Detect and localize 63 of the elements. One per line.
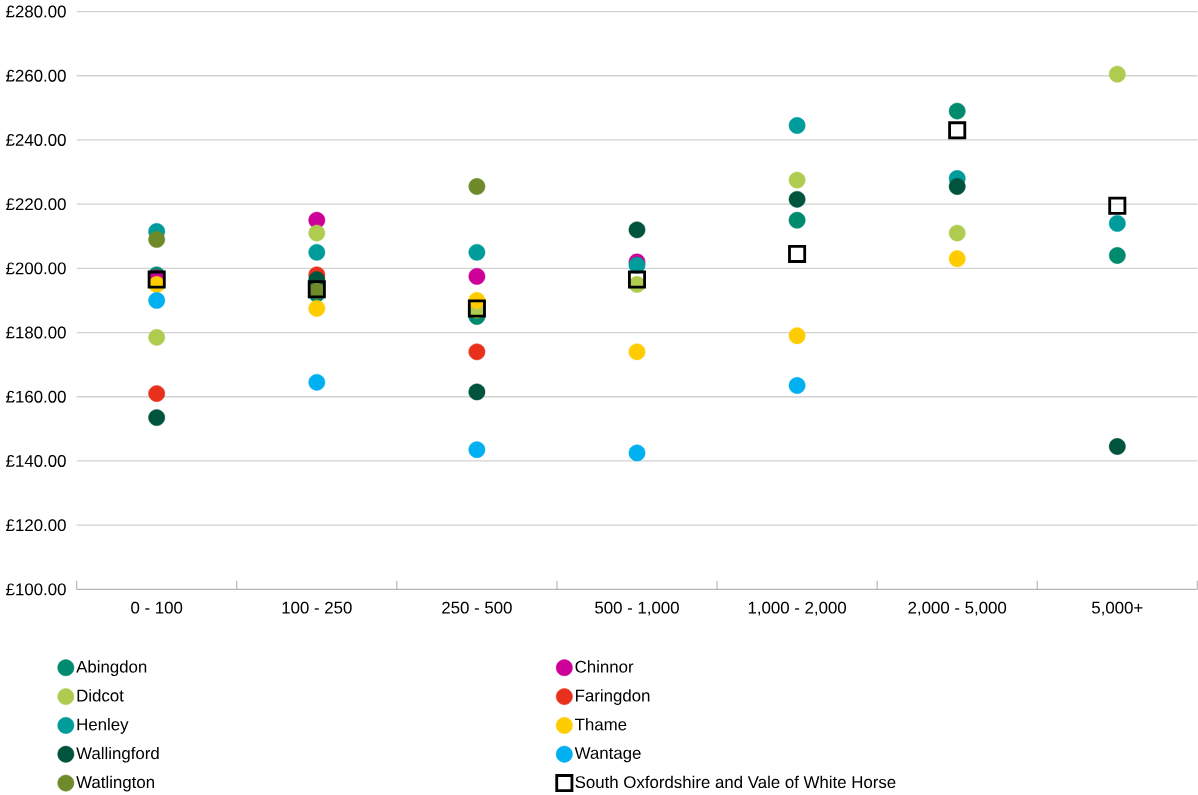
point (1108, 247, 1126, 264)
point (788, 211, 806, 229)
legend-label: Faringdon (576, 689, 650, 705)
y-tick-label: £140.00 (6, 455, 66, 468)
point (308, 224, 326, 242)
point (788, 171, 806, 189)
point (948, 178, 966, 195)
point (148, 292, 166, 309)
legend-label: Chinnor (575, 660, 634, 673)
x-tick-label: 5,000+ (1092, 601, 1143, 616)
point (948, 250, 966, 268)
point (628, 221, 646, 239)
y-tick-label: £100.00 (6, 583, 66, 596)
point (627, 270, 646, 289)
point (1108, 196, 1127, 215)
point (1108, 65, 1126, 83)
y-tick-label: £160.00 (6, 390, 66, 403)
legend-label: Abingdon (76, 660, 147, 677)
point (788, 117, 806, 134)
point (148, 231, 166, 248)
legend-label: Watlington (76, 775, 154, 792)
legend-label: South Oxfordshire and Vale of White Horse (575, 775, 896, 789)
point (948, 224, 966, 242)
point (788, 245, 807, 264)
point (148, 385, 166, 403)
point (468, 441, 486, 459)
point (948, 121, 967, 140)
legend-label: Wantage (574, 747, 641, 763)
point (788, 327, 806, 345)
point (148, 409, 166, 427)
point (628, 444, 646, 462)
legend-label: Wallingford (76, 746, 159, 763)
point (468, 343, 486, 361)
legend-label: Thame (575, 718, 627, 731)
point (468, 268, 486, 285)
point (1108, 215, 1126, 232)
point (628, 343, 646, 361)
x-tick-label: 100 - 250 (282, 601, 352, 614)
x-tick-label: 500 - 1,000 (595, 601, 679, 616)
point (308, 244, 326, 261)
point (788, 377, 806, 394)
point (468, 383, 486, 401)
x-tick-label: 250 - 500 (442, 601, 512, 614)
y-tick-label: £240.00 (6, 134, 66, 147)
y-tick-label: £180.00 (6, 326, 66, 339)
point (1108, 438, 1126, 455)
point (468, 178, 486, 195)
y-tick-label: £260.00 (6, 69, 66, 82)
x-tick-label: 1,000 - 2,000 (748, 601, 847, 616)
point (308, 374, 326, 391)
x-tick-label: 0 - 100 (131, 601, 183, 614)
point (948, 102, 966, 120)
point (308, 300, 326, 317)
x-tick-label: 2,000 - 5,000 (908, 601, 1007, 616)
point (788, 191, 806, 208)
y-tick-label: £120.00 (6, 519, 66, 532)
y-tick-label: £200.00 (6, 262, 66, 275)
point (148, 329, 166, 346)
legend-label: Didcot (77, 689, 124, 702)
y-tick-label: £280.00 (6, 5, 66, 18)
legend-label: Henley (77, 718, 129, 734)
y-tick-label: £220.00 (6, 198, 66, 211)
point (468, 244, 486, 261)
